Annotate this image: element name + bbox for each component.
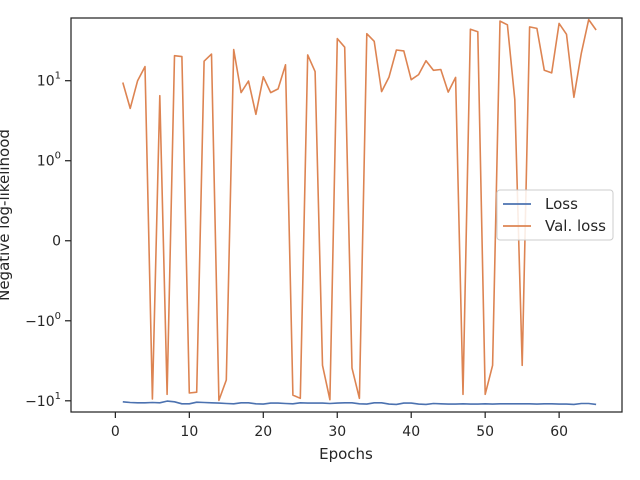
y-tick-exponent: 0 [55, 311, 61, 322]
series-line-val-loss [122, 18, 597, 402]
legend-label: Loss [545, 195, 578, 213]
series-line-loss [122, 400, 597, 406]
y-tick-label: 0 [52, 234, 61, 250]
y-tick-label: −100 [25, 311, 61, 330]
y-tick-exponent: 1 [55, 391, 61, 402]
y-tick-label: −101 [25, 391, 61, 410]
y-tick-exponent: 0 [55, 151, 61, 162]
y-tick-label: 101 [37, 71, 61, 90]
x-tick-label: 50 [476, 424, 494, 440]
y-tick-label: 100 [37, 151, 61, 170]
legend: Loss Val. loss [496, 189, 614, 241]
x-axis-label: Epochs [319, 445, 373, 463]
y-tick-base: −10 [25, 394, 55, 410]
y-tick-base: 0 [52, 234, 61, 250]
x-tick-label: 40 [402, 424, 420, 440]
legend-box [496, 189, 614, 241]
x-tick-label: 20 [254, 424, 272, 440]
x-tick-label: 30 [328, 424, 346, 440]
y-tick-base: −10 [25, 314, 55, 330]
x-axis: 0 10 20 30 40 50 60 [111, 412, 568, 440]
series-layer [122, 18, 597, 406]
x-tick-label: 60 [550, 424, 568, 440]
y-tick-base: 10 [37, 154, 55, 170]
plot-area [70, 17, 623, 413]
y-tick-exponent: 1 [55, 71, 61, 82]
axes-frame [70, 17, 623, 413]
x-tick-label: 10 [180, 424, 198, 440]
y-axis-label: Negative log-likelihood [0, 129, 13, 301]
legend-label: Val. loss [545, 217, 606, 235]
x-tick-label: 0 [111, 424, 120, 440]
y-tick-base: 10 [37, 74, 55, 90]
